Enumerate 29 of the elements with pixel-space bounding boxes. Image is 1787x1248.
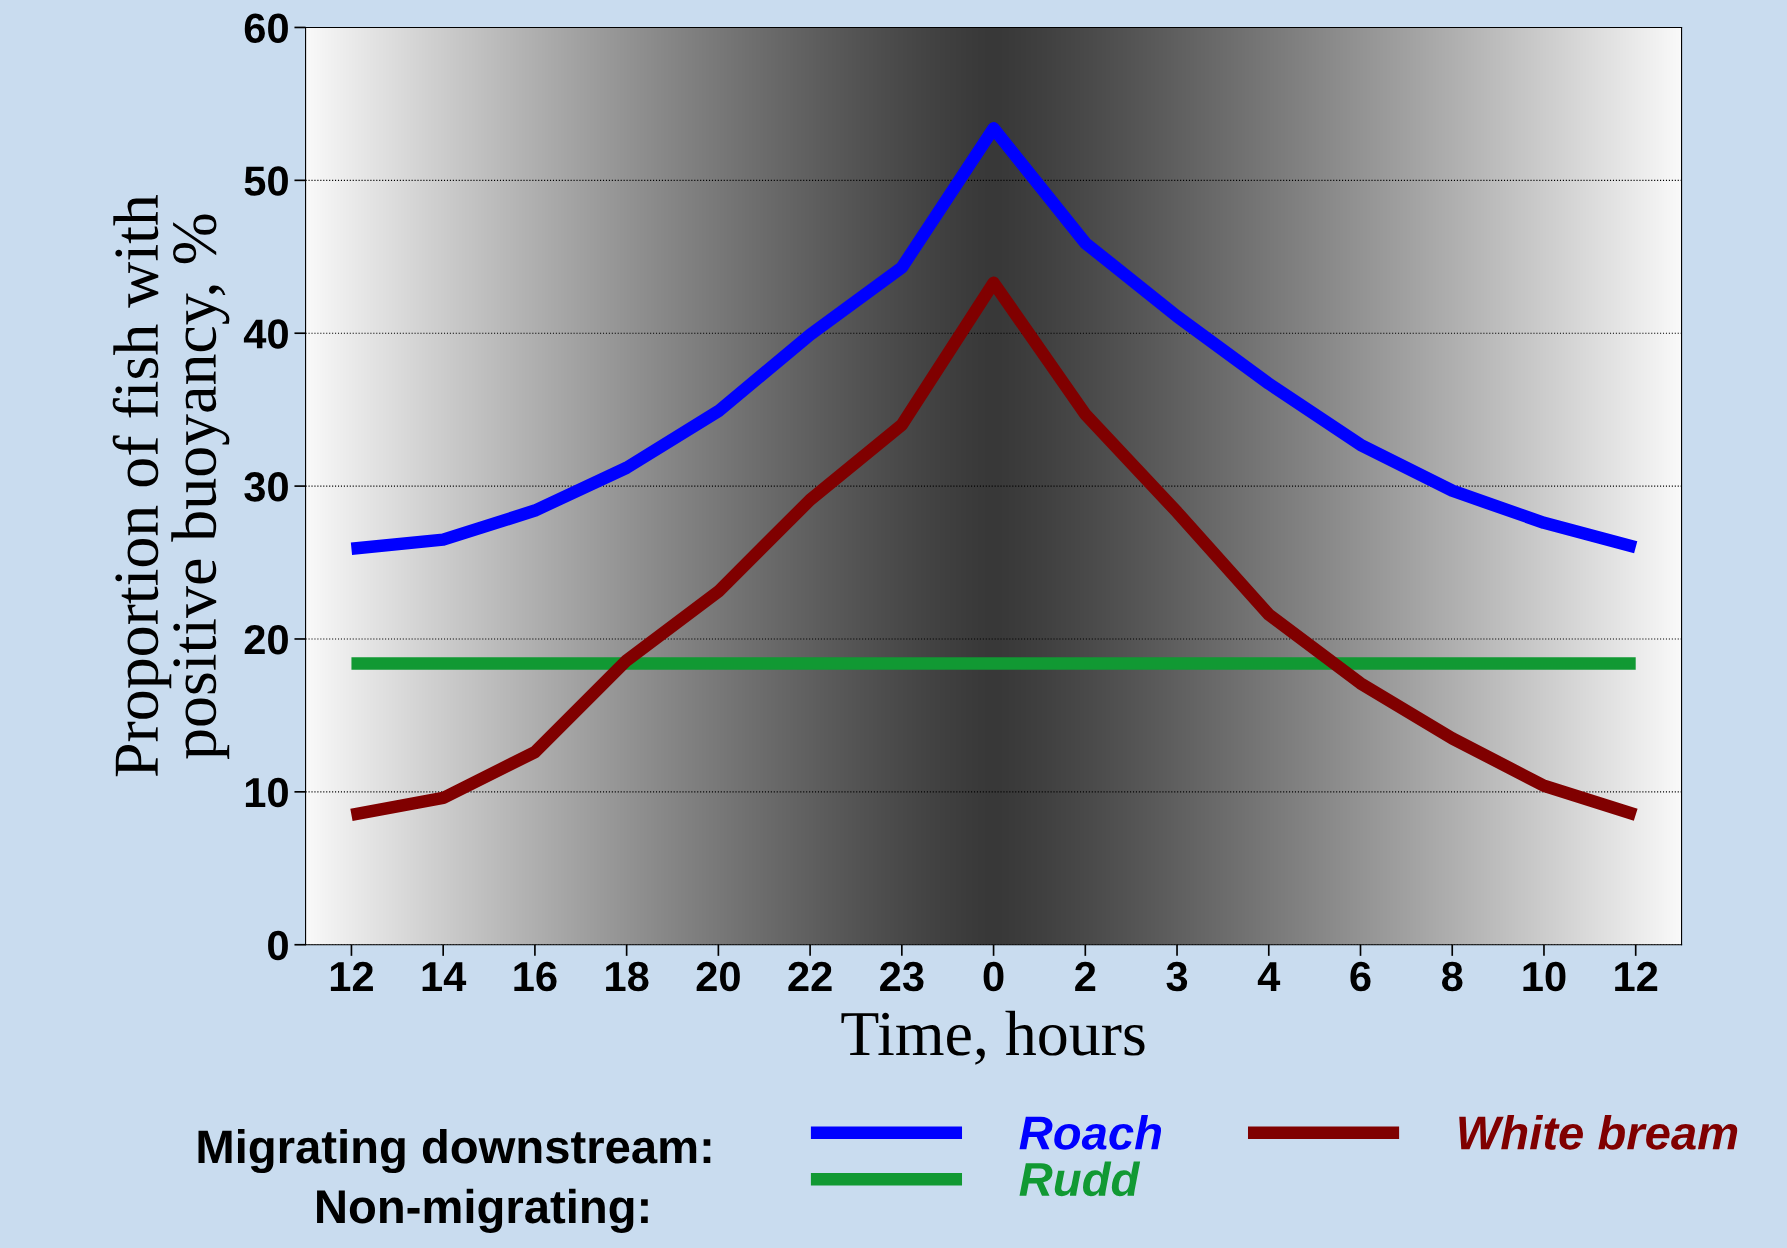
x-tick-label: 12 [1615, 961, 1658, 991]
y-axis-title: Proportion of fish with positive buoyancy, % [112, 195, 230, 777]
y-tick-label: 40 [243, 319, 288, 349]
x-tick-label: 18 [606, 961, 649, 992]
x-tick-label: 4 [1257, 962, 1281, 991]
y-tick-label: 10 [245, 777, 288, 808]
x-tick-label: 23 [880, 961, 924, 992]
x-tick-label: 10 [1523, 961, 1566, 992]
x-axis-title: Time, hours [841, 1010, 1145, 1065]
y-tick-label: 0 [268, 930, 288, 961]
y-tick-label: 60 [244, 13, 288, 43]
x-tick-label: 12 [330, 961, 373, 991]
y-tick-label: 50 [244, 166, 288, 196]
x-tick-label: 22 [788, 961, 832, 991]
y-tick-label: 30 [244, 472, 288, 502]
x-tick-label: 3 [1166, 961, 1188, 992]
x-tick-label: 16 [514, 961, 557, 992]
legend-label: Roach [1019, 1115, 1162, 1150]
x-tick-label: 8 [1441, 961, 1463, 992]
text: Non-migrating: [317, 1188, 648, 1234]
x-tick-label: 0 [983, 961, 1004, 992]
legend-label: Rudd [1019, 1161, 1141, 1197]
legend-label: White bream [1459, 1115, 1738, 1150]
x-tick-label: 20 [696, 961, 740, 992]
x-tick-label: 6 [1350, 961, 1371, 992]
x-tick-label: 14 [422, 962, 467, 991]
text: Migrating downstream: [198, 1128, 711, 1174]
y-tick-label: 20 [244, 624, 288, 655]
x-tick-label: 2 [1075, 961, 1096, 991]
